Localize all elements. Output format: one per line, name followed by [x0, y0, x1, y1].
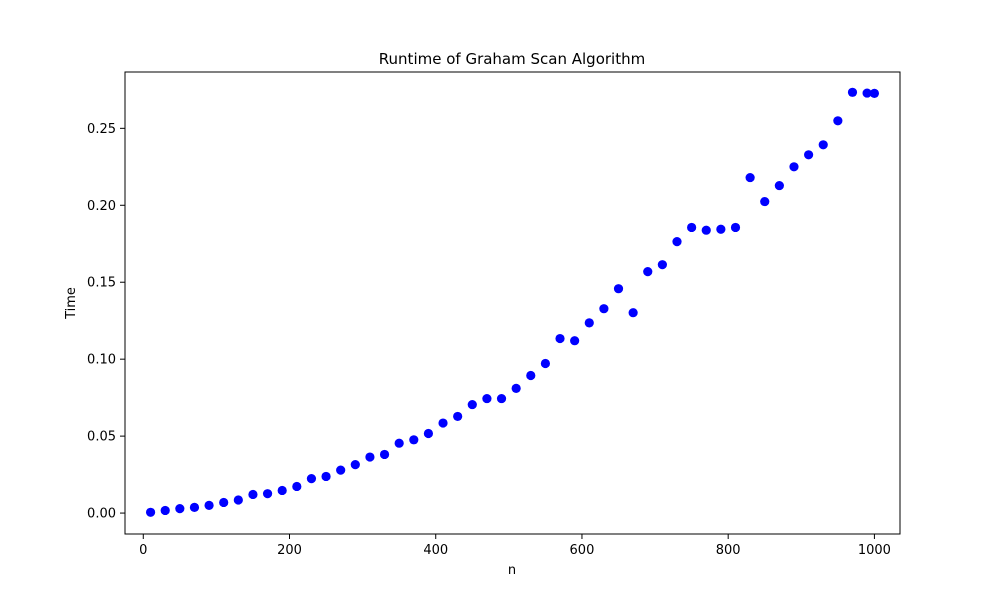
data-point	[585, 318, 594, 327]
data-point	[789, 162, 798, 171]
data-point	[555, 334, 564, 343]
data-point	[570, 336, 579, 345]
data-point	[234, 495, 243, 504]
data-point	[629, 308, 638, 317]
x-tick-label: 600	[570, 543, 595, 558]
data-points	[146, 88, 879, 517]
data-point	[687, 223, 696, 232]
data-point	[643, 267, 652, 276]
data-point	[307, 474, 316, 483]
x-tick-label: 0	[139, 543, 147, 558]
y-axis-label: Time	[64, 287, 79, 320]
data-point	[716, 225, 725, 234]
data-point	[833, 116, 842, 125]
y-tick-label: 0.25	[87, 122, 116, 137]
data-point	[672, 237, 681, 246]
y-tick-label: 0.15	[87, 276, 116, 291]
data-point	[292, 482, 301, 491]
data-point	[541, 359, 550, 368]
data-point	[468, 400, 477, 409]
axes: 0 200 400 600 800 1000 0.00 0.05 0.10 0.15 0.20 0.2…	[87, 72, 900, 558]
x-tick-label: 400	[423, 543, 448, 558]
data-point	[658, 260, 667, 269]
data-point	[512, 384, 521, 393]
data-point	[746, 173, 755, 182]
data-point	[526, 371, 535, 380]
data-point	[175, 504, 184, 513]
data-point	[614, 284, 623, 293]
chart-title: Runtime of Graham Scan Algorithm	[379, 50, 645, 68]
data-point	[482, 394, 491, 403]
data-point	[804, 150, 813, 159]
data-point	[848, 88, 857, 97]
data-point	[263, 489, 272, 498]
data-point	[365, 452, 374, 461]
data-point	[438, 418, 447, 427]
data-point	[702, 226, 711, 235]
data-point	[819, 140, 828, 149]
data-point	[731, 223, 740, 232]
data-point	[380, 450, 389, 459]
data-point	[775, 181, 784, 190]
data-point	[248, 490, 257, 499]
data-point	[278, 486, 287, 495]
y-tick-label: 0.20	[87, 199, 116, 214]
data-point	[497, 394, 506, 403]
data-point	[424, 429, 433, 438]
data-point	[204, 501, 213, 510]
data-point	[190, 503, 199, 512]
y-tick-label: 0.00	[87, 507, 116, 522]
data-point	[760, 197, 769, 206]
data-point	[409, 435, 418, 444]
data-point	[870, 89, 879, 98]
x-tick-label: 200	[277, 543, 302, 558]
data-point	[599, 304, 608, 313]
x-axis-label: n	[508, 563, 516, 578]
data-point	[321, 472, 330, 481]
data-point	[395, 439, 404, 448]
x-tick-label: 1000	[858, 543, 891, 558]
data-point	[336, 466, 345, 475]
y-tick-label: 0.10	[87, 353, 116, 368]
data-point	[146, 508, 155, 517]
data-point	[453, 412, 462, 421]
data-point	[161, 506, 170, 515]
x-tick-label: 800	[716, 543, 741, 558]
data-point	[219, 498, 228, 507]
y-tick-label: 0.05	[87, 430, 116, 445]
data-point	[351, 460, 360, 469]
plot-frame	[125, 72, 900, 534]
